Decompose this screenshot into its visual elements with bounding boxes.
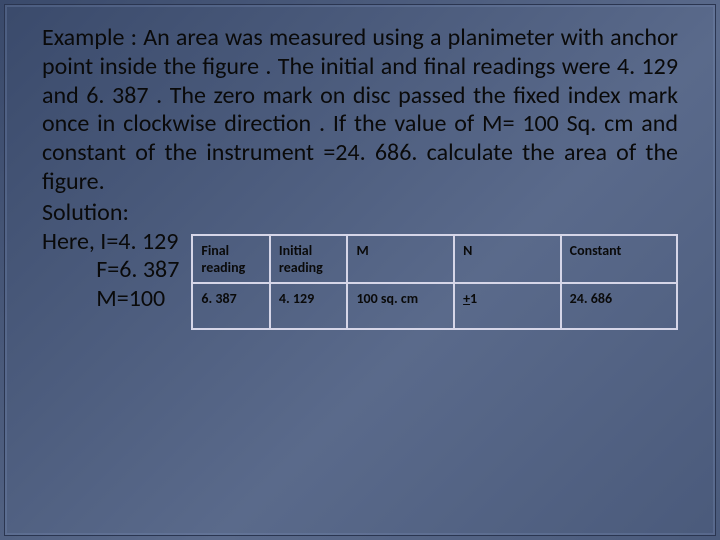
solution-values: Here, I=4. 129 F=6. 387 M=100 bbox=[42, 228, 191, 314]
cell-final-reading: 6. 387 bbox=[192, 283, 270, 329]
cell-n: +1 bbox=[454, 283, 561, 329]
col-constant: Constant bbox=[561, 235, 677, 283]
n-prefix: + bbox=[463, 290, 470, 307]
col-final-reading: Final reading bbox=[192, 235, 270, 283]
n-value: 1 bbox=[470, 290, 477, 307]
col-n: N bbox=[454, 235, 561, 283]
lower-row: Here, I=4. 129 F=6. 387 M=100 Final read… bbox=[42, 228, 678, 330]
solution-label: Solution: bbox=[42, 199, 678, 228]
col-initial-reading: Initial reading bbox=[270, 235, 348, 283]
m-line: M=100 bbox=[42, 285, 179, 314]
data-table: Final reading Initial reading M N Consta… bbox=[191, 234, 678, 330]
table-header-row: Final reading Initial reading M N Consta… bbox=[192, 235, 677, 283]
col-m: M bbox=[347, 235, 454, 283]
data-table-wrap: Final reading Initial reading M N Consta… bbox=[191, 228, 678, 330]
cell-constant: 24. 686 bbox=[561, 283, 677, 329]
table-row: 6. 387 4. 129 100 sq. cm +1 24. 686 bbox=[192, 283, 677, 329]
here-i-line: Here, I=4. 129 bbox=[42, 228, 179, 257]
cell-m: 100 sq. cm bbox=[347, 283, 454, 329]
example-paragraph: Example : An area was measured using a p… bbox=[42, 24, 678, 197]
f-line: F=6. 387 bbox=[42, 256, 179, 285]
cell-initial-reading: 4. 129 bbox=[270, 283, 348, 329]
slide-content: Example : An area was measured using a p… bbox=[42, 24, 678, 330]
